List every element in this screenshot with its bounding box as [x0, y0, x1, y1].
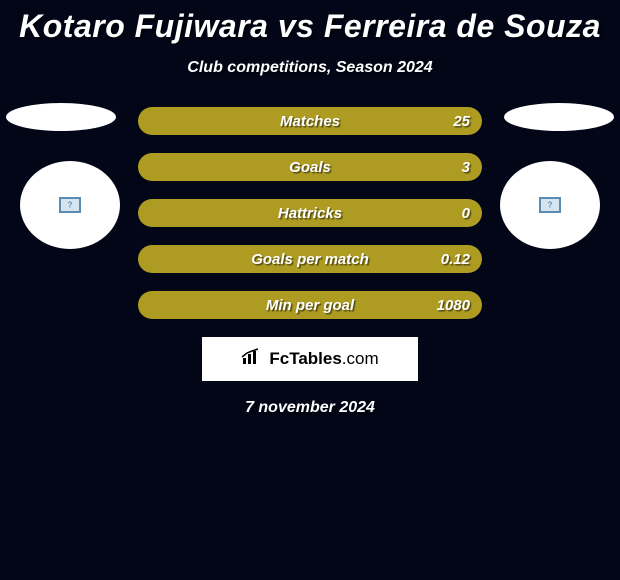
stat-label: Goals — [138, 159, 482, 176]
player-right-badge: ? — [500, 161, 600, 249]
stat-right-value: 3 — [462, 159, 470, 176]
stat-bar-goals: Goals 3 — [138, 153, 482, 181]
stat-right-value: 0 — [462, 205, 470, 222]
placeholder-icon: ? — [59, 197, 81, 213]
stat-bars: Matches 25 Goals 3 Hattricks 0 Goals per… — [138, 107, 482, 319]
footer-date: 7 november 2024 — [0, 399, 620, 417]
brand-fc: Fc — [269, 349, 289, 368]
page-title: Kotaro Fujiwara vs Ferreira de Souza — [0, 8, 620, 45]
stat-label: Matches — [138, 113, 482, 130]
stat-label: Min per goal — [138, 297, 482, 314]
stat-bar-matches: Matches 25 — [138, 107, 482, 135]
brand-text: FcTables.com — [269, 349, 378, 369]
subtitle: Club competitions, Season 2024 — [0, 59, 620, 77]
stat-bar-goals-per-match: Goals per match 0.12 — [138, 245, 482, 273]
stat-right-value: 0.12 — [441, 251, 470, 268]
stat-label: Goals per match — [138, 251, 482, 268]
player-right-oval — [504, 103, 614, 131]
player-left-badge: ? — [20, 161, 120, 249]
stat-bar-min-per-goal: Min per goal 1080 — [138, 291, 482, 319]
brand-logo: FcTables.com — [202, 337, 418, 381]
comparison-stage: ? ? Matches 25 Goals 3 Hattricks 0 — [0, 107, 620, 417]
placeholder-icon: ? — [539, 197, 561, 213]
container: Kotaro Fujiwara vs Ferreira de Souza Clu… — [0, 0, 620, 417]
brand-tables: Tables — [289, 349, 342, 368]
chart-icon — [241, 348, 263, 371]
player-left-oval — [6, 103, 116, 131]
stat-right-value: 25 — [453, 113, 470, 130]
stat-label: Hattricks — [138, 205, 482, 222]
stat-bar-hattricks: Hattricks 0 — [138, 199, 482, 227]
brand-domain: .com — [342, 349, 379, 368]
stat-right-value: 1080 — [437, 297, 470, 314]
